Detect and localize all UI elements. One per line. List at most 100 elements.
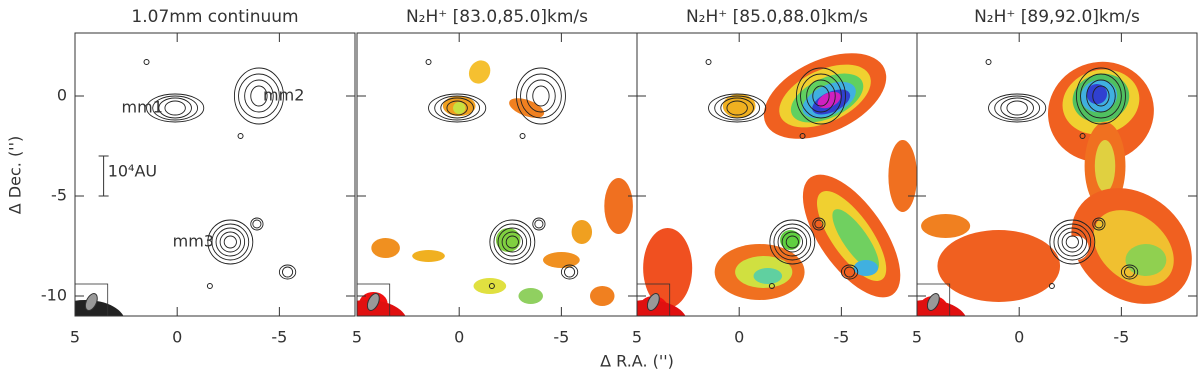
emission — [1086, 84, 1108, 104]
emission — [643, 228, 693, 308]
contour — [800, 73, 842, 119]
emission — [604, 178, 633, 234]
emission — [412, 250, 445, 262]
contour — [1053, 223, 1092, 261]
x-tick-label: -5 — [1113, 328, 1129, 347]
emission — [495, 228, 521, 252]
contour — [252, 219, 262, 229]
emission — [509, 98, 545, 118]
contour — [1080, 73, 1122, 119]
emission — [571, 220, 593, 244]
panel-title: N₂H⁺ [85.0,88.0]km/s — [686, 7, 868, 27]
contour — [158, 97, 192, 119]
contour — [1065, 235, 1079, 249]
frame — [356, 32, 638, 317]
contour — [560, 264, 579, 280]
contour — [1123, 266, 1136, 278]
contour — [244, 79, 274, 113]
contour — [238, 73, 280, 119]
annotation: mm3 — [173, 232, 214, 251]
contour — [563, 266, 576, 278]
emission — [1125, 244, 1167, 276]
contour — [223, 235, 237, 249]
contour — [428, 93, 487, 123]
marker — [237, 133, 244, 139]
x-tick-label: -5 — [553, 328, 569, 347]
contour — [795, 67, 846, 125]
contour — [1006, 100, 1028, 116]
contour — [250, 217, 264, 231]
emission — [518, 288, 543, 304]
contour — [233, 67, 284, 125]
contour — [1092, 217, 1106, 231]
contour — [534, 219, 544, 229]
contour — [532, 217, 546, 231]
contour — [988, 93, 1047, 123]
x-tick-label: 0 — [1014, 328, 1024, 347]
contour — [1092, 85, 1110, 107]
contour — [219, 231, 241, 253]
emission — [888, 140, 917, 212]
marker — [1079, 133, 1086, 139]
emission — [937, 230, 1061, 302]
marker — [985, 59, 992, 65]
contour — [777, 227, 808, 257]
x-axis-label: Δ R.A. ('') — [600, 352, 674, 371]
contour — [505, 235, 519, 249]
beam — [926, 293, 940, 311]
contour — [812, 217, 826, 231]
beam-box — [357, 283, 391, 316]
y-axis-label: Δ Dec. ('') — [6, 136, 25, 214]
marker — [768, 283, 775, 289]
panel-title: 1.07mm continuum — [131, 7, 298, 27]
contour — [1057, 227, 1088, 257]
emission — [921, 214, 971, 238]
contour — [515, 67, 566, 125]
x-tick-label: 5 — [352, 328, 362, 347]
marker — [799, 133, 806, 139]
x-tick-label: 0 — [454, 328, 464, 347]
contour — [520, 73, 562, 119]
beam — [366, 293, 380, 311]
marker — [425, 59, 432, 65]
contour — [840, 264, 859, 280]
x-tick-label: 5 — [912, 328, 922, 347]
x-tick-label: 5 — [632, 328, 642, 347]
contour — [814, 219, 824, 229]
emission — [542, 252, 580, 268]
panel-title: N₂H⁺ [83.0,85.0]km/s — [406, 7, 588, 27]
beam — [84, 293, 98, 311]
contour — [152, 95, 199, 121]
contour — [164, 100, 186, 116]
panel — [637, 53, 917, 316]
contour — [489, 219, 536, 265]
marker — [1048, 283, 1055, 289]
contour — [440, 97, 474, 119]
contour — [1120, 264, 1139, 280]
emission — [853, 260, 879, 276]
x-tick-label: 5 — [70, 328, 80, 347]
contour — [250, 85, 268, 107]
beam — [646, 293, 660, 311]
contour — [1049, 219, 1096, 265]
annotation: 10⁴AU — [108, 162, 157, 181]
contour — [994, 95, 1041, 121]
scale-bar — [98, 155, 109, 197]
contour — [146, 93, 205, 123]
marker — [705, 59, 712, 65]
emission — [468, 60, 491, 84]
marker — [143, 59, 150, 65]
contour — [207, 219, 254, 265]
annotation: mm2 — [263, 86, 304, 105]
panel — [357, 59, 633, 316]
emission — [753, 268, 783, 284]
marker — [206, 283, 213, 289]
x-tick-label: -5 — [271, 328, 287, 347]
emission — [832, 209, 879, 271]
contour — [526, 79, 556, 113]
emission — [1094, 140, 1116, 192]
contour — [1075, 67, 1126, 125]
contour — [281, 266, 294, 278]
contour — [708, 93, 767, 123]
x-tick-label: 0 — [172, 328, 182, 347]
